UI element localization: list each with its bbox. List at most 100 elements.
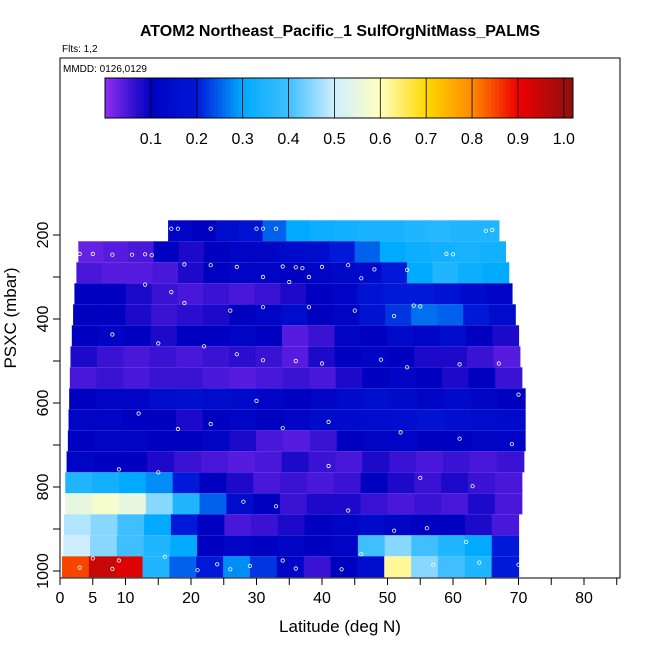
sample-point: [143, 282, 148, 287]
colorbar-segment: [448, 78, 453, 118]
sample-point: [162, 554, 167, 559]
heatmap-cell: [360, 493, 389, 515]
heatmap-cell: [417, 430, 445, 452]
heatmap-cell: [498, 409, 526, 431]
sample-point: [418, 475, 423, 480]
colorbar-segment: [140, 78, 145, 118]
heatmap-cell: [281, 304, 308, 326]
heatmap-cell: [73, 304, 100, 326]
colorbar-segment: [467, 78, 473, 118]
colorbar-tick-label: 0.8: [461, 131, 483, 148]
heatmap-cell: [329, 241, 356, 263]
colorbar-tick-labels: 0.1 0.2 0.3 0.4 0.5 0.6 0.7 0.8 0.9 1.0: [140, 131, 575, 148]
heatmap-cell: [384, 535, 412, 557]
colorbar-segment: [171, 78, 176, 118]
colorbar-segment: [545, 78, 551, 118]
heatmap-cell: [333, 472, 362, 494]
colorbar-segment: [105, 78, 110, 118]
sample-point: [175, 226, 180, 231]
heatmap-cell: [229, 409, 258, 431]
heatmap-cell: [176, 346, 204, 368]
sample-point: [287, 279, 292, 285]
heatmap-cell: [226, 493, 254, 515]
heatmap-cell: [279, 241, 306, 263]
sample-point: [457, 436, 462, 441]
heatmap-cell: [92, 472, 120, 494]
heatmap-cell: [362, 451, 390, 473]
colorbar-segment: [420, 78, 426, 118]
heatmap-cell: [414, 346, 442, 368]
heatmap-cell: [468, 493, 496, 515]
heatmap-cell: [178, 241, 205, 263]
sample-point: [424, 526, 429, 531]
colorbar-segment: [253, 78, 258, 118]
colorbar-segment: [222, 78, 227, 118]
sample-point: [110, 566, 115, 572]
heatmap-cell: [358, 514, 386, 536]
heatmap-cell: [491, 535, 520, 557]
colorbar-tick-label: 0.1: [140, 131, 162, 148]
sample-point: [260, 226, 266, 231]
heatmap-cell: [335, 367, 363, 389]
colorbar-segment: [311, 78, 317, 118]
heatmap-cell: [229, 346, 257, 368]
heatmap-cell: [307, 304, 334, 326]
colorbar-segment: [245, 78, 250, 118]
colorbar-segment: [186, 78, 192, 118]
colorbar-segment: [198, 78, 203, 118]
heatmap-cell: [495, 367, 523, 389]
colorbar-frame: [104, 77, 574, 119]
heatmap-layer: [61, 220, 526, 578]
colorbar-segment: [432, 78, 437, 118]
heatmap-cell: [176, 325, 204, 347]
colorbar-tick-label: 0.3: [232, 131, 254, 148]
heatmap-cell: [145, 472, 174, 494]
sample-point: [116, 467, 122, 472]
heatmap-cell: [149, 409, 177, 431]
heatmap-cell: [152, 262, 179, 284]
colorbar-segment: [514, 78, 519, 118]
heatmap-cell: [255, 367, 284, 389]
colorbar-segment: [444, 78, 449, 118]
colorbar-segment: [155, 78, 161, 118]
sample-point: [293, 358, 298, 364]
heatmap-cell: [90, 535, 118, 557]
heatmap-cell: [496, 451, 525, 473]
sample-point: [404, 267, 410, 272]
heatmap-cell: [95, 388, 124, 410]
heatmap-cell: [125, 304, 152, 326]
heatmap-cell: [381, 262, 408, 284]
heatmap-cell: [384, 514, 413, 536]
heatmap-cell: [178, 262, 205, 284]
heatmap-cell: [61, 556, 90, 578]
colorbar: [104, 77, 574, 119]
heatmap-cell: [151, 304, 178, 326]
heatmap-cell: [442, 367, 470, 389]
heatmap-cell: [463, 304, 490, 326]
colorbar-segment: [385, 78, 391, 118]
sample-point: [234, 264, 239, 269]
dates-label: MMDD: 0126,0129: [63, 64, 147, 75]
sample-point: [431, 562, 436, 567]
colorbar-segment: [342, 78, 348, 118]
heatmap-cell: [283, 388, 312, 410]
sample-point: [273, 226, 279, 231]
heatmap-cell: [337, 409, 365, 431]
heatmap-cell: [229, 241, 255, 263]
heatmap-cell: [147, 451, 175, 473]
heatmap-cell: [120, 451, 148, 473]
colorbar-segment: [292, 78, 297, 118]
heatmap-cell: [383, 283, 410, 305]
heatmap-cell: [100, 283, 127, 305]
heatmap-cell: [480, 241, 506, 263]
heatmap-cell: [277, 514, 306, 536]
heatmap-cell: [228, 262, 255, 284]
sample-point: [208, 421, 213, 427]
heatmap-cell: [363, 430, 392, 452]
colorbar-segment: [354, 78, 359, 118]
heatmap-cell: [115, 556, 144, 578]
heatmap-cell: [441, 493, 469, 515]
heatmap-cell: [404, 241, 431, 263]
colorbar-segment: [241, 78, 246, 118]
sample-point: [509, 442, 514, 447]
